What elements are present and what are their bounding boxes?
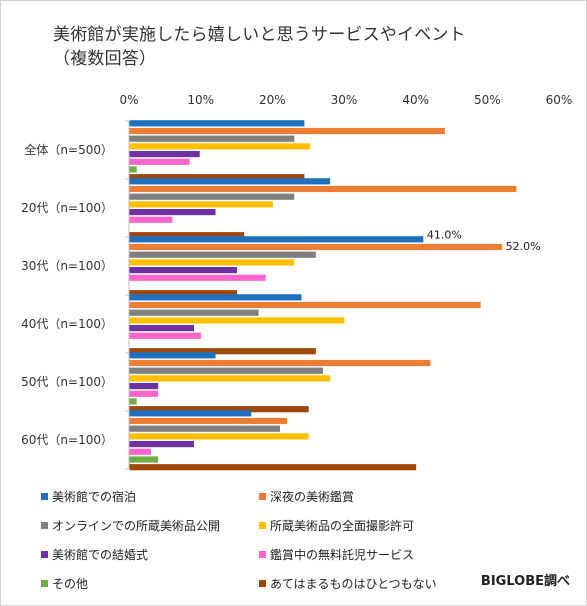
legend-label: オンラインでの所蔵美術品公開 bbox=[52, 519, 221, 533]
bar bbox=[129, 251, 316, 258]
bar bbox=[129, 135, 295, 142]
bar bbox=[129, 441, 194, 448]
bar bbox=[129, 398, 137, 405]
legend-item: その他 bbox=[41, 576, 88, 592]
x-tick-label: 20% bbox=[259, 93, 286, 107]
bar bbox=[129, 456, 159, 463]
x-tick-label: 50% bbox=[474, 93, 501, 107]
bar bbox=[129, 193, 295, 200]
legend-item: 深夜の美術鑑賞 bbox=[259, 489, 354, 505]
bar bbox=[129, 352, 216, 359]
legend-label: 鑑賞中の無料託児サービス bbox=[270, 548, 415, 562]
data-label: 52.0% bbox=[506, 240, 541, 253]
chart-title: 美術館が実施したら嬉しいと思うサービスやイベント （複数回答） bbox=[53, 23, 466, 71]
legend-label: 深夜の美術鑑賞 bbox=[270, 490, 355, 504]
legend-swatch bbox=[259, 580, 266, 587]
source-label: BIGLOBE調べ bbox=[480, 574, 570, 589]
category-label: 60代（n=100） bbox=[21, 433, 113, 447]
category-label: 40代（n=100） bbox=[21, 317, 113, 331]
bar bbox=[129, 243, 503, 251]
bar bbox=[129, 332, 202, 339]
legend-label: 所蔵美術品の全面撮影許可 bbox=[270, 519, 415, 533]
legend-swatch bbox=[41, 522, 48, 529]
bar bbox=[129, 317, 345, 324]
legend-label: 美術館での宿泊 bbox=[52, 490, 137, 504]
x-tick-label: 0% bbox=[119, 93, 138, 107]
legend-label: 美術館での結婚式 bbox=[52, 548, 149, 562]
legend-item: 美術館での宿泊 bbox=[41, 489, 136, 505]
bar bbox=[129, 348, 316, 355]
bar bbox=[129, 294, 302, 301]
legend-swatch bbox=[259, 551, 266, 558]
bar bbox=[129, 367, 323, 374]
bar-chart: 0% 10% 20% 30% 40% 50% 60% 全体（n=500） 20代（n=100） 3… bbox=[21, 93, 573, 471]
bar bbox=[129, 375, 331, 382]
bar bbox=[129, 390, 159, 397]
bar bbox=[129, 425, 280, 432]
data-label: 41.0% bbox=[427, 228, 462, 241]
x-tick-label: 40% bbox=[402, 93, 429, 107]
legend-item: あてはまるものはひとつもない bbox=[259, 576, 437, 592]
bar bbox=[129, 406, 309, 413]
bar bbox=[129, 464, 417, 471]
bar bbox=[129, 143, 311, 150]
x-tick-label: 10% bbox=[187, 93, 214, 107]
chart-title-line1: 美術館が実施したら嬉しいと思うサービスやイベント bbox=[53, 25, 466, 45]
legend-swatch bbox=[259, 522, 266, 529]
legend-label: あてはまるものはひとつもない bbox=[270, 577, 437, 591]
bar bbox=[129, 216, 173, 223]
bar bbox=[129, 383, 159, 390]
bar bbox=[129, 127, 445, 135]
category-label: 50代（n=100） bbox=[21, 375, 113, 389]
bar bbox=[129, 359, 431, 367]
bar bbox=[129, 166, 137, 173]
x-tick-label: 60% bbox=[546, 93, 573, 107]
legend-swatch bbox=[259, 493, 266, 500]
category-label: 30代（n=100） bbox=[21, 259, 113, 273]
bar bbox=[129, 201, 273, 208]
bar bbox=[129, 433, 309, 440]
legend-item: 鑑賞中の無料託児サービス bbox=[259, 547, 414, 563]
bar bbox=[129, 120, 305, 127]
chart-title-line2: （複数回答） bbox=[53, 49, 157, 69]
legend-item: 美術館での結婚式 bbox=[41, 547, 148, 563]
x-tick-label: 30% bbox=[331, 93, 358, 107]
legend-label: その他 bbox=[52, 577, 89, 591]
bar bbox=[129, 178, 331, 185]
bar bbox=[129, 236, 424, 243]
bar bbox=[129, 410, 252, 417]
bar bbox=[129, 325, 194, 332]
bar bbox=[129, 290, 237, 297]
category-label: 20代（n=100） bbox=[21, 201, 113, 215]
bar bbox=[129, 417, 288, 425]
bar bbox=[129, 174, 305, 181]
legend-item: オンラインでの所蔵美術品公開 bbox=[41, 518, 220, 534]
category-label: 全体（n=500） bbox=[24, 142, 113, 157]
legend-swatch bbox=[41, 580, 48, 587]
legend-item: 所蔵美術品の全面撮影許可 bbox=[259, 518, 414, 534]
bar bbox=[129, 232, 245, 239]
bar bbox=[129, 151, 200, 158]
bar bbox=[129, 448, 151, 455]
bar bbox=[129, 301, 481, 309]
bar bbox=[129, 158, 190, 165]
bar bbox=[129, 309, 259, 316]
bar bbox=[129, 267, 237, 274]
bar bbox=[129, 185, 517, 193]
bar bbox=[129, 259, 295, 266]
bar bbox=[129, 209, 216, 216]
legend-swatch bbox=[41, 493, 48, 500]
legend-swatch bbox=[41, 551, 48, 558]
bar bbox=[129, 274, 266, 281]
